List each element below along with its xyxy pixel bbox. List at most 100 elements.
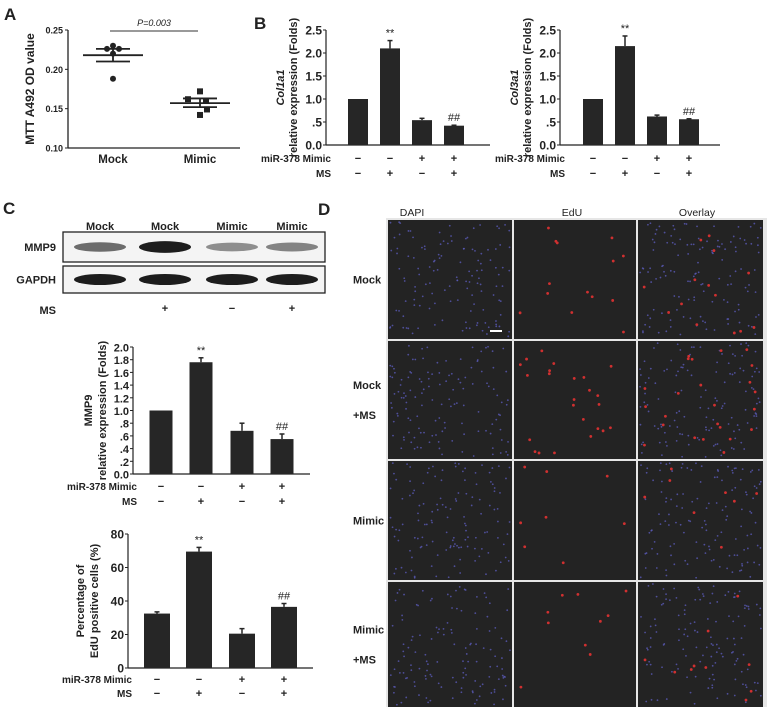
- dapi-nucleus: [733, 663, 736, 666]
- dapi-nucleus: [732, 651, 734, 653]
- dapi-nucleus: [695, 272, 697, 275]
- dapi-nucleus: [409, 389, 412, 392]
- dapi-nucleus: [416, 537, 419, 540]
- dapi-nucleus: [670, 554, 672, 557]
- edu-nucleus: [572, 403, 575, 407]
- dapi-nucleus: [646, 467, 649, 470]
- edu-nucleus: [692, 664, 696, 668]
- condition-sign: +: [279, 496, 285, 508]
- dapi-nucleus: [487, 551, 490, 554]
- dapi-nucleus: [668, 462, 671, 465]
- dapi-nucleus: [424, 675, 427, 677]
- dapi-nucleus: [424, 248, 426, 251]
- dapi-nucleus: [448, 224, 451, 227]
- dapi-nucleus: [736, 657, 739, 660]
- dapi-nucleus: [493, 703, 495, 706]
- dapi-nucleus: [491, 423, 494, 426]
- condition-row-label: miR-378 Mimic: [261, 154, 331, 165]
- dapi-nucleus: [642, 331, 644, 334]
- dapi-nucleus: [421, 404, 423, 407]
- edu-nucleus: [644, 405, 647, 409]
- dapi-nucleus: [715, 651, 718, 654]
- blot-band: [139, 274, 191, 285]
- dapi-nucleus: [740, 441, 743, 444]
- dapi-nucleus: [397, 660, 400, 663]
- dapi-nucleus: [500, 439, 503, 441]
- dapi-nucleus: [494, 248, 497, 250]
- dapi-nucleus: [654, 233, 657, 235]
- dapi-nucleus: [455, 402, 458, 405]
- dapi-nucleus: [759, 227, 762, 229]
- dapi-nucleus: [709, 636, 712, 639]
- bar: [271, 606, 297, 668]
- dapi-nucleus: [729, 372, 731, 375]
- dapi-nucleus: [413, 489, 416, 492]
- dapi-nucleus: [756, 236, 759, 239]
- column-header: EdU: [562, 207, 582, 219]
- dapi-nucleus: [444, 427, 446, 429]
- dapi-nucleus: [690, 469, 693, 471]
- dapi-nucleus: [660, 423, 662, 426]
- dapi-nucleus: [450, 631, 453, 634]
- dapi-nucleus: [391, 324, 394, 327]
- dapi-nucleus: [673, 587, 676, 590]
- dapi-nucleus: [740, 508, 743, 511]
- dapi-nucleus: [398, 267, 401, 270]
- dapi-nucleus: [459, 572, 462, 574]
- dapi-nucleus: [464, 321, 467, 324]
- dapi-nucleus: [491, 447, 494, 450]
- edu-nucleus: [676, 391, 680, 395]
- dapi-nucleus: [675, 374, 678, 377]
- dapi-nucleus: [492, 366, 495, 369]
- dapi-nucleus: [486, 531, 489, 533]
- dapi-nucleus: [743, 448, 746, 450]
- dapi-nucleus: [430, 638, 433, 640]
- dapi-nucleus: [405, 696, 408, 699]
- dapi-nucleus: [419, 634, 421, 637]
- dapi-nucleus: [676, 308, 678, 311]
- dapi-nucleus: [473, 702, 476, 705]
- edu-nucleus: [699, 383, 703, 387]
- dapi-nucleus: [734, 678, 737, 681]
- dapi-nucleus: [418, 378, 421, 380]
- dapi-nucleus: [682, 316, 685, 318]
- dapi-nucleus: [659, 462, 662, 465]
- edu-nucleus: [596, 394, 600, 398]
- dapi-nucleus: [754, 521, 757, 524]
- dapi-nucleus: [427, 371, 429, 374]
- dapi-nucleus: [395, 703, 398, 706]
- dapi-nucleus: [452, 388, 455, 391]
- dapi-nucleus: [699, 315, 702, 318]
- edu-nucleus: [589, 435, 593, 438]
- dapi-nucleus: [665, 698, 668, 700]
- dapi-nucleus: [418, 694, 420, 696]
- dapi-nucleus: [425, 677, 427, 680]
- dapi-nucleus: [723, 298, 725, 301]
- dapi-nucleus: [692, 275, 695, 278]
- dapi-nucleus: [745, 242, 747, 245]
- dapi-nucleus: [487, 326, 490, 329]
- dapi-nucleus: [410, 669, 413, 672]
- dapi-nucleus: [682, 648, 685, 651]
- dapi-nucleus: [677, 370, 679, 373]
- dapi-nucleus: [486, 333, 488, 335]
- edu-nucleus: [606, 614, 610, 618]
- y-tick-label: 60: [111, 561, 125, 575]
- dapi-nucleus: [737, 308, 740, 311]
- micrograph-overlay: [638, 582, 763, 707]
- dapi-nucleus: [409, 466, 412, 468]
- dapi-nucleus: [508, 269, 511, 272]
- protein-label: MMP9: [24, 242, 56, 254]
- dapi-nucleus: [403, 593, 405, 596]
- dapi-nucleus: [726, 567, 729, 570]
- dapi-nucleus: [443, 421, 446, 424]
- dapi-nucleus: [702, 595, 705, 598]
- dapi-nucleus: [398, 588, 401, 591]
- dapi-nucleus: [464, 589, 467, 591]
- condition-row-label: MS: [316, 169, 331, 180]
- dapi-nucleus: [493, 490, 496, 493]
- significance-mark: **: [386, 28, 395, 40]
- dapi-nucleus: [449, 508, 452, 510]
- dapi-nucleus: [732, 235, 735, 238]
- lane-label: Mimic: [276, 221, 307, 233]
